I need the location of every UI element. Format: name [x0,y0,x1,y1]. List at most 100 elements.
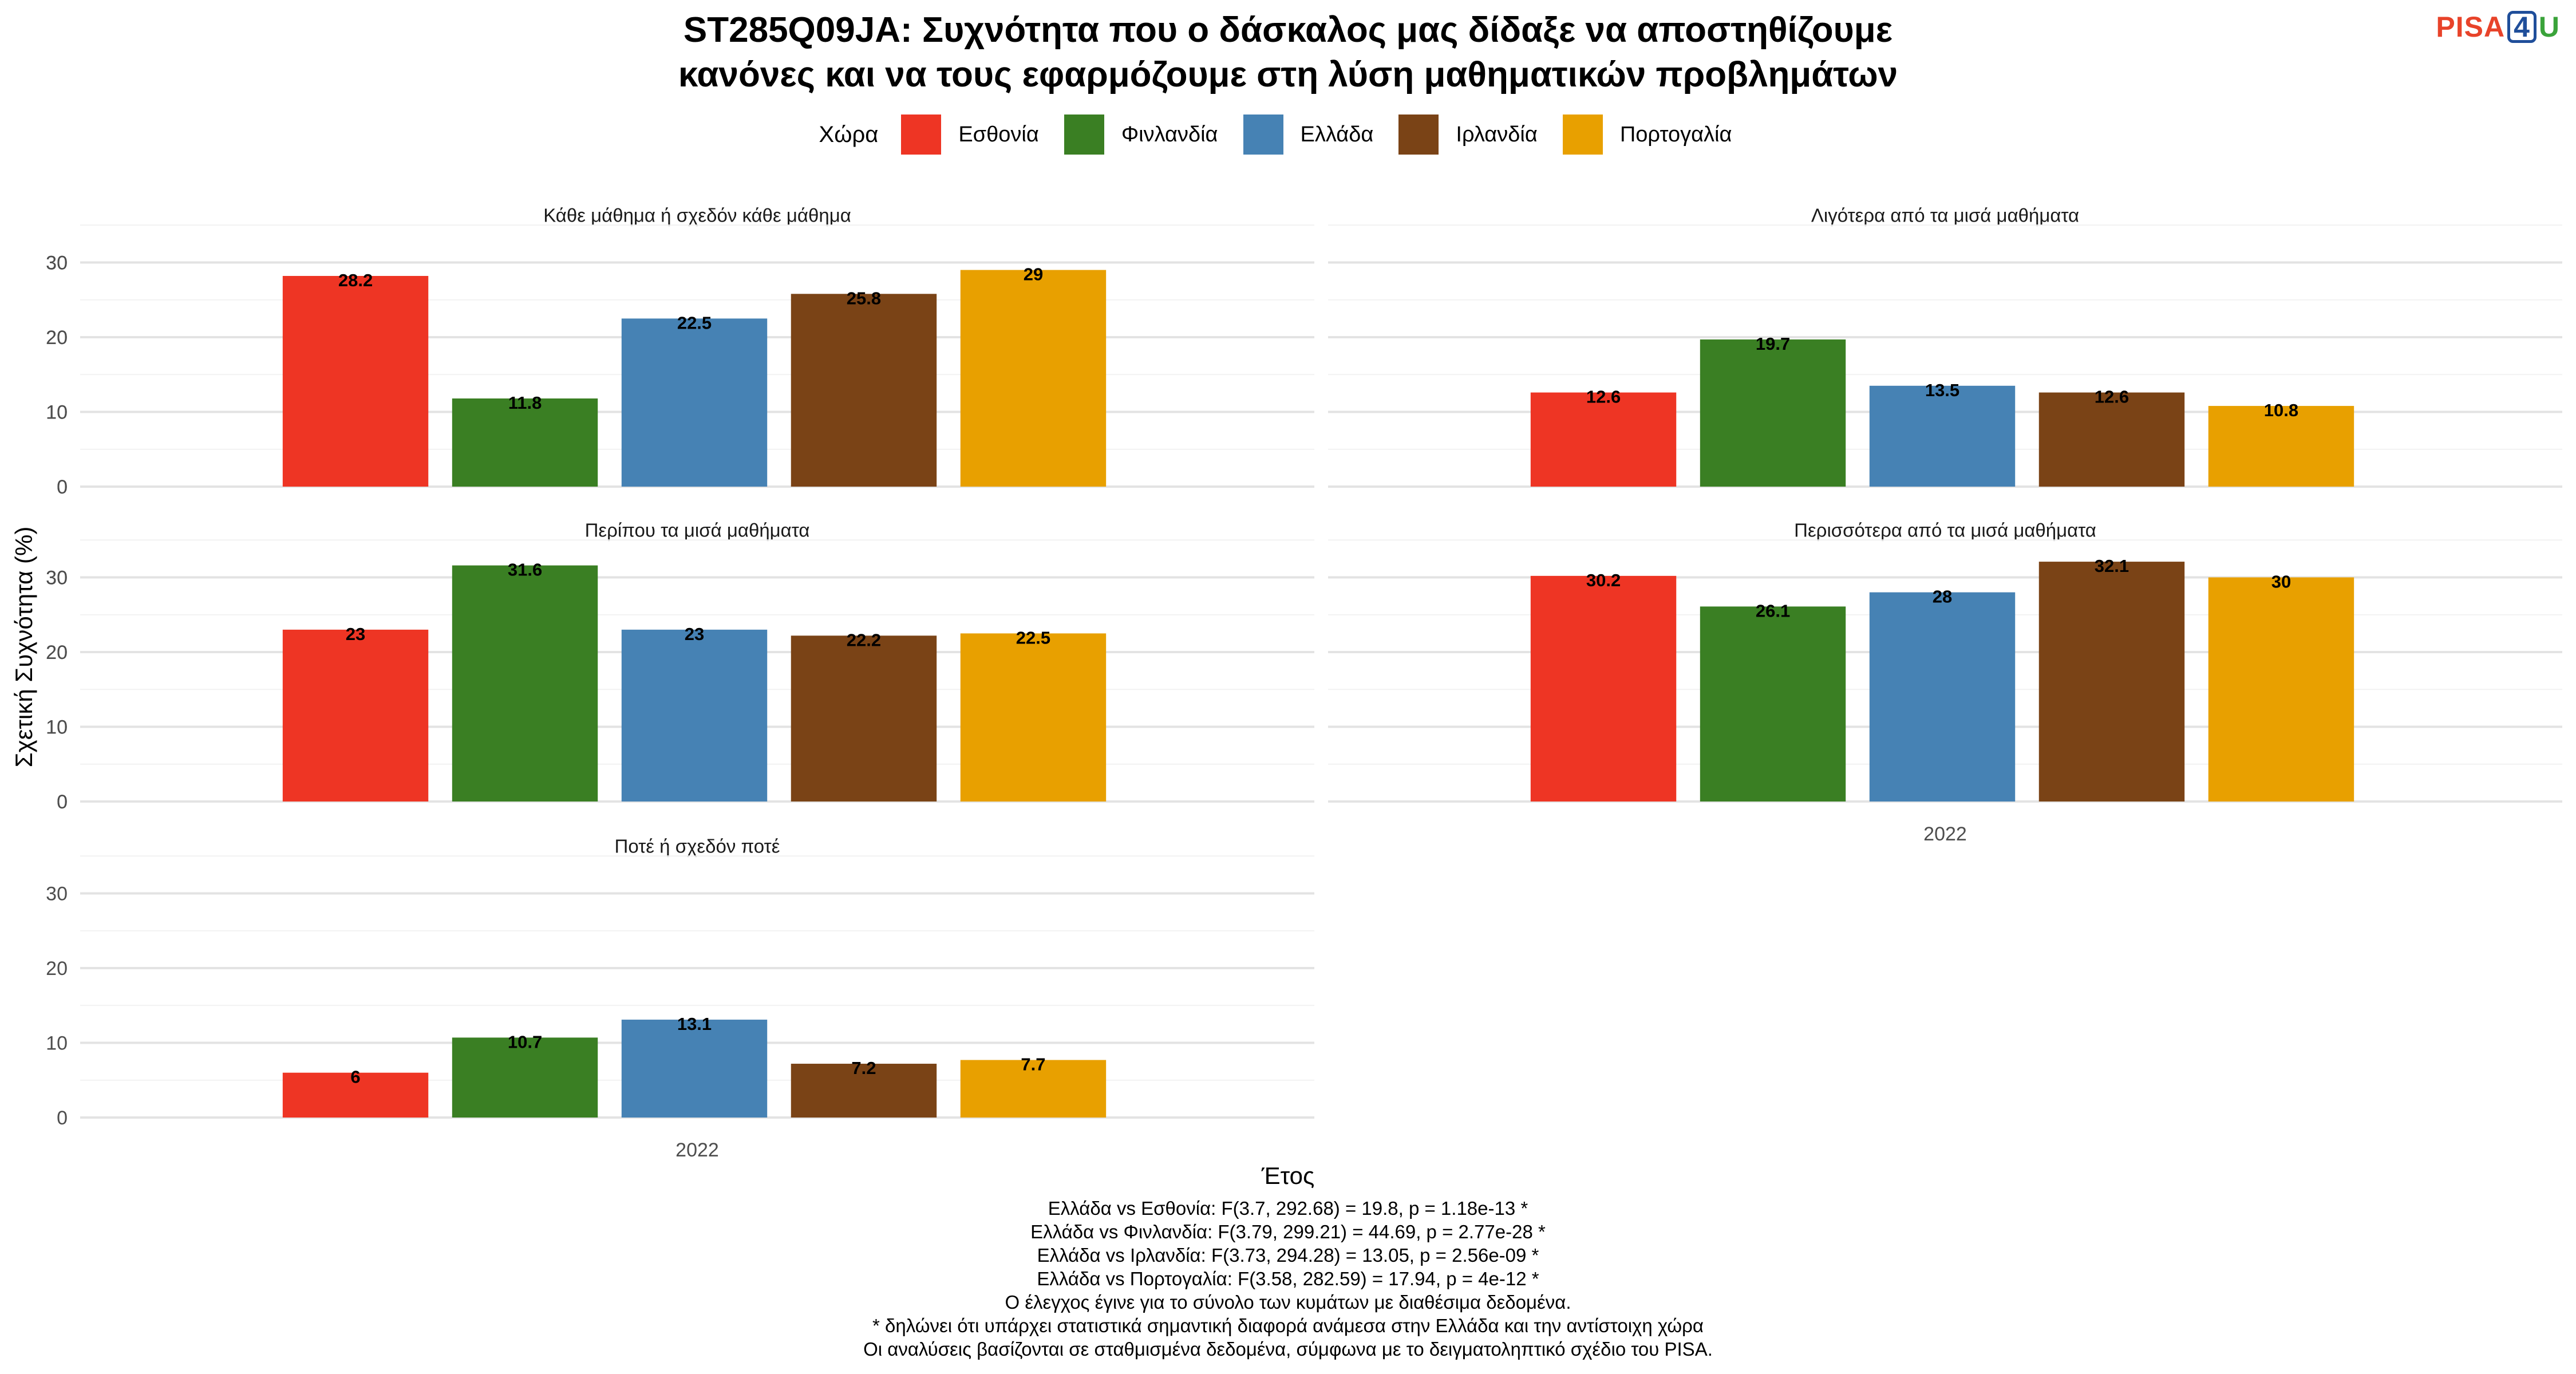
facet-4-title: Περισσότερα από τα μισά μαθήματα [1794,519,2096,540]
xtick-label-right: 2022 [1923,823,1967,845]
facet-5-ytick-label: 20 [46,958,68,980]
facet-1-data-label-estonia: 28.2 [338,270,373,290]
legend-label-portugal: Πορτογαλία [1619,122,1732,147]
footnote-line-4: Ελλάδα vs Πορτογαλία: F(3.58, 282.59) = … [1037,1268,1539,1289]
legend-swatch-greece [1243,114,1283,155]
facet-1-bar-estonia [282,275,429,487]
footnote-line-2: Ελλάδα vs Φινλανδία: F(3.79, 299.21) = 4… [1030,1221,1546,1242]
legend-swatch-finland [1064,114,1104,155]
y-axis-title: Σχετική Συχνότητα (%) [10,527,37,768]
legend-swatch-portugal [1562,114,1603,155]
facet-2-title: Λιγότερα από τα μισά μαθήματα [1811,204,2079,226]
x-axis-title: Έτος [1261,1162,1315,1189]
pisa4u-logo: PISA 4 U [2436,10,2560,44]
legend-label-estonia: Εσθονία [958,122,1039,147]
facet-5-ytick-label: 10 [46,1033,68,1055]
facet-5-ytick-label: 30 [46,883,68,905]
facet-4-bar-greece [1869,592,2016,802]
facet-2-ytick-label: 30 [46,252,68,274]
logo-four-text: 4 [2507,11,2537,43]
facet-2-ytick-label: 20 [46,327,68,349]
legend-item-finland: Φινλανδία [1064,114,1218,155]
facet-1-bar-portugal [960,270,1107,487]
facet-3-bar-greece [621,629,768,802]
facet-3-data-label-ireland: 22.2 [847,630,881,650]
facet-4-data-label-estonia: 30.2 [1586,570,1621,590]
facet-5-bar-portugal [960,1060,1107,1118]
facet-1-data-label-ireland: 25.8 [847,288,881,308]
facet-4-data-label-ireland: 32.1 [2095,556,2129,576]
footnote-line-3: Ελλάδα vs Ιρλανδία: F(3.73, 294.28) = 13… [1037,1245,1539,1266]
legend-item-greece: Ελλάδα [1243,114,1374,155]
xtick-label-left: 2022 [675,1139,719,1161]
facet-3-data-label-finland: 31.6 [508,560,542,580]
facet-1-ytick-label: 30 [46,252,68,274]
legend: Χώρα Εσθονία Φινλανδία Ελλάδα Ιρλανδία Π… [0,114,2576,155]
facet-2-data-label-greece: 13.5 [1925,380,1959,400]
legend-label-finland: Φινλανδία [1121,122,1218,147]
facet-3-title: Περίπου τα μισά μαθήματα [585,519,810,540]
facet-2-data-label-ireland: 12.6 [2095,387,2129,407]
facet-4-ytick-label: 30 [46,567,68,589]
facet-1-ytick-label: 10 [46,402,68,424]
facet-5-bar-greece [621,1020,768,1118]
facet-4-data-label-greece: 28 [1933,587,1952,607]
footnote-line-7: Οι αναλύσεις βασίζονται σε σταθμισμένα δ… [863,1339,1713,1360]
facet-3-bar-finland [452,565,598,802]
facet-2-data-label-estonia: 12.6 [1586,387,1621,407]
facet-3-ytick-label: 20 [46,642,68,664]
legend-label-greece: Ελλάδα [1300,122,1374,147]
facet-4-data-label-finland: 26.1 [1756,601,1790,621]
facet-4-ytick-label: 0 [57,791,68,813]
footnote-line-1: Ελλάδα vs Εσθονία: F(3.7, 292.68) = 19.8… [1048,1198,1528,1219]
facet-1-title: Κάθε μάθημα ή σχεδόν κάθε μάθημα [543,204,851,226]
facet-4-bar-portugal [2208,577,2354,802]
facet-2-ytick-label: 10 [46,402,68,424]
facet-5-data-label-finland: 10.7 [508,1032,542,1052]
facet-3-ytick-label: 10 [46,717,68,739]
facet-5-data-label-estonia: 6 [350,1067,360,1087]
facet-3-bar-estonia [282,629,429,802]
legend-label-ireland: Ιρλανδία [1456,122,1538,147]
legend-item-estonia: Εσθονία [901,114,1039,155]
facet-2-data-label-portugal: 10.8 [2264,400,2298,420]
facet-1-data-label-portugal: 29 [1024,264,1043,285]
facet-5-data-label-portugal: 7.7 [1021,1055,1045,1075]
facet-5-ytick-label: 0 [57,1107,68,1129]
facet-5-data-label-greece: 13.1 [677,1014,712,1034]
facet-1-data-label-greece: 22.5 [677,313,712,333]
facet-2-bar-ireland [2038,392,2185,487]
facet-4-bar-finland [1700,606,1846,802]
logo-pisa-text: PISA [2436,11,2506,43]
facet-2-bar-estonia [1530,392,1677,487]
facet-4-bar-estonia [1530,575,1677,802]
legend-swatch-ireland [1398,114,1439,155]
facet-2-ytick-label: 0 [57,476,68,498]
facet-3-bar-portugal [960,633,1107,802]
facet-1-ytick-label: 0 [57,476,68,498]
facet-5-bar-finland [452,1037,598,1118]
facet-1-bar-finland [452,398,598,487]
facet-3-data-label-estonia: 23 [346,624,365,644]
facet-4-bar-ireland [2038,562,2185,802]
facet-4-ytick-label: 20 [46,642,68,664]
facet-1-bar-greece [621,318,768,487]
facet-5-data-label-ireland: 7.2 [851,1058,876,1078]
chart-title-line-2: κανόνες και να τους εφαρμόζουμε στη λύση… [678,55,1898,94]
facet-1-ytick-label: 20 [46,327,68,349]
chart-title: ST285Q09JA: Συχνότητα που ο δάσκαλος μας… [0,8,2576,97]
facet-2-bar-greece [1869,385,2016,487]
chart-title-line-1: ST285Q09JA: Συχνότητα που ο δάσκαλος μας… [683,10,1893,50]
facet-1-data-label-finland: 11.8 [508,393,542,413]
facet-4-ytick-label: 10 [46,717,68,739]
footnote-line-6: * δηλώνει ότι υπάρχει στατιστικά σημαντι… [872,1315,1704,1336]
facet-5-bar-estonia [282,1072,429,1118]
facet-2-data-label-finland: 19.7 [1756,334,1790,354]
facet-2-bar-finland [1700,339,1846,487]
legend-item-ireland: Ιρλανδία [1398,114,1538,155]
legend-item-portugal: Πορτογαλία [1562,114,1732,155]
facet-3-data-label-portugal: 22.5 [1016,627,1050,647]
logo-u-text: U [2538,11,2560,43]
facet-1-bar-ireland [791,294,937,487]
